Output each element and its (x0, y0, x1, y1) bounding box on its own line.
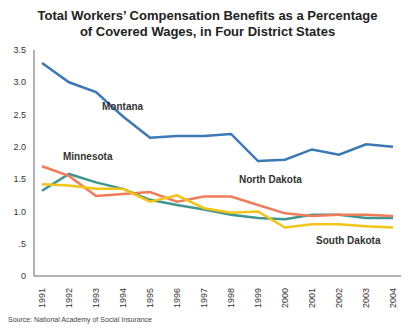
svg-text:0: 0 (21, 271, 26, 281)
svg-text:3.5: 3.5 (13, 45, 26, 55)
svg-text:2004: 2004 (388, 288, 398, 308)
svg-text:2000: 2000 (280, 288, 290, 308)
svg-text:1999: 1999 (253, 288, 263, 308)
svg-text:2001: 2001 (307, 288, 317, 308)
svg-text:2002: 2002 (334, 288, 344, 308)
svg-text:1994: 1994 (118, 288, 128, 308)
svg-text:North Dakota: North Dakota (239, 174, 302, 185)
svg-text:3.0: 3.0 (13, 77, 26, 87)
svg-text:1.0: 1.0 (13, 207, 26, 217)
svg-text:1995: 1995 (145, 288, 155, 308)
svg-text:2.5: 2.5 (13, 110, 26, 120)
svg-text:1.5: 1.5 (13, 174, 26, 184)
html-text:Total Workers’ Compensation Be: Total Workers’ Compensation Benefits as … (37, 8, 378, 39)
svg-text:.5: .5 (18, 239, 26, 249)
svg-text:Montana: Montana (102, 101, 144, 112)
svg-text:2003: 2003 (361, 288, 371, 308)
svg-text:1998: 1998 (226, 288, 236, 308)
svg-text:1997: 1997 (199, 288, 209, 308)
svg-text:1992: 1992 (64, 288, 74, 308)
svg-text:South Dakota: South Dakota (316, 235, 381, 246)
svg-text:1993: 1993 (91, 288, 101, 308)
svg-text:1996: 1996 (172, 288, 182, 308)
html-text:Source: National Academy of So: Source: National Academy of Social Insur… (8, 316, 152, 323)
svg-text:1991: 1991 (37, 288, 47, 308)
svg-text:2.0: 2.0 (13, 142, 26, 152)
svg-text:Minnesota: Minnesota (63, 151, 113, 162)
